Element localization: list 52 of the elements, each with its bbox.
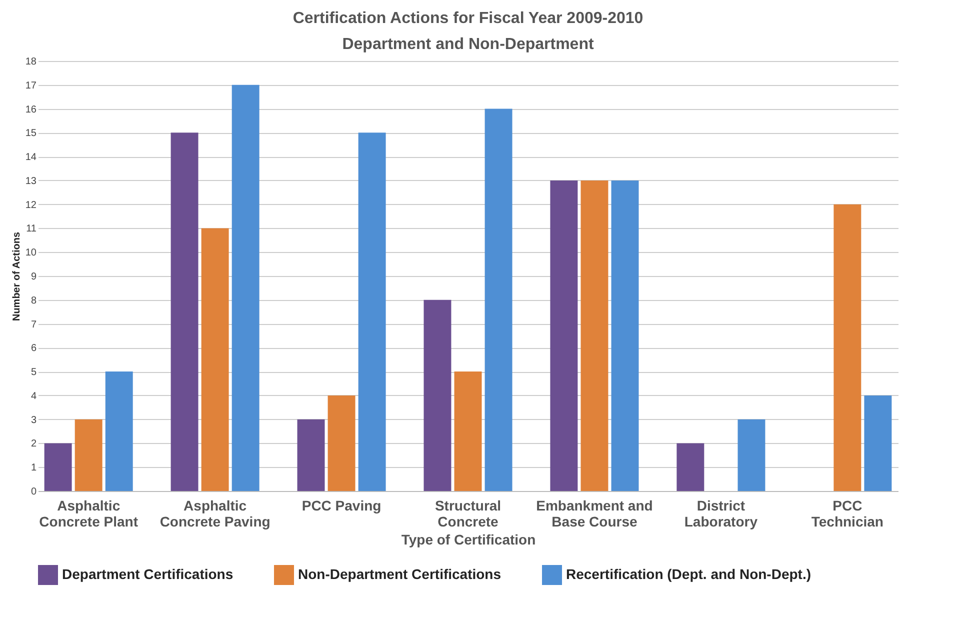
bar [424,300,452,491]
y-tick-label: 9 [30,272,37,282]
y-tick-label: 16 [25,104,37,116]
chart-title: Certification Actions for Fiscal Year 2009-2010 [292,10,644,27]
bar [454,372,482,491]
bar [484,108,512,491]
bar [170,132,198,491]
x-tick-label: PCC Paving [302,498,382,514]
bar [834,204,862,491]
chart-subtitle: Department and Non-Department [342,36,594,53]
bar [232,84,260,491]
x-tick-label: Structural Concrete [434,498,502,530]
bar [864,395,892,491]
y-axis-title: Number of Actions [11,232,22,322]
y-tick-label: 2 [30,438,37,450]
y-tick-label: 7 [30,319,37,330]
x-tick-label: Asphaltic Concrete Plant [39,498,138,530]
legend-label: Recertification (Dept. and Non-Dept.) [566,566,812,582]
y-tick-label: 18 [25,56,37,68]
y-tick-label: 11 [26,224,37,235]
y-tick-label: 0 [30,486,37,498]
bar [74,419,102,491]
bar [297,419,325,491]
y-tick-label: 5 [30,367,37,378]
y-tick-label: 14 [25,152,37,164]
y-tick-label: 3 [30,414,37,426]
bar [611,180,639,491]
y-tick-label: 15 [25,128,37,140]
x-tick-label: Asphaltic Concrete Paving [160,498,270,530]
y-tick-label: 12 [25,200,37,211]
y-tick-label: 17 [25,80,37,92]
bar [105,372,133,491]
bar [44,443,72,491]
bar [580,180,608,491]
legend-label: Department Certifications [62,566,234,582]
bar [358,132,386,491]
y-tick-label: 6 [30,343,37,354]
x-axis-title: Type of Certification [401,532,536,548]
x-tick-label: District Laboratory [684,498,758,530]
bar [550,180,578,491]
y-tick-label: 10 [25,248,37,259]
y-tick-label: 13 [25,176,37,187]
legend-label: Non-Department Certifications [298,566,502,582]
y-tick-label: 8 [30,295,37,306]
bar [738,419,766,491]
bar [676,443,704,491]
bar [201,228,229,491]
bar [328,395,356,491]
y-tick-label: 4 [30,390,37,402]
y-tick-label: 1 [30,462,37,474]
x-tick-label: PCC Technician [811,498,884,530]
x-tick-label: Embankment and Base Course [536,498,653,530]
